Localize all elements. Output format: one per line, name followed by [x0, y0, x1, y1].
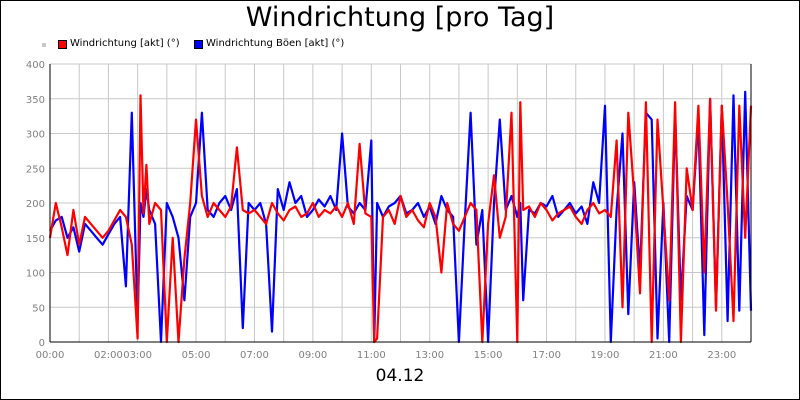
y-tick-label: 300 [26, 130, 45, 141]
y-tick-label: 100 [26, 269, 45, 280]
x-tick-label: 23:00 [707, 350, 736, 361]
legend-label: Windrichtung Böen [akt] (°) [206, 38, 345, 49]
x-tick-label: 17:00 [532, 350, 561, 361]
series-line-boeen [49, 90, 753, 344]
x-tick-label: 09:00 [298, 350, 327, 361]
x-axis-caption: 04.12 [375, 366, 425, 386]
y-tick-label: 150 [26, 234, 45, 245]
y-tick-label: 250 [26, 164, 45, 175]
series-line-windrichtung [48, 94, 753, 344]
legend-label: Windrichtung [akt] (°) [70, 38, 180, 49]
x-tick-label: 21:00 [649, 350, 678, 361]
x-tick-label: 03:00 [123, 350, 152, 361]
chart-title: Windrichtung [pro Tag] [245, 2, 555, 33]
x-tick-label: 07:00 [240, 350, 269, 361]
legend-marker-icon [42, 43, 46, 47]
y-tick-label: 0 [39, 338, 45, 349]
y-tick-label: 200 [26, 199, 45, 210]
legend-swatch-red [58, 40, 67, 49]
x-tick-label: 05:00 [182, 350, 211, 361]
y-tick-label: 400 [26, 60, 45, 71]
x-tick-label: 15:00 [474, 350, 503, 361]
y-tick-label: 350 [26, 95, 45, 106]
y-tick-label: 50 [32, 303, 45, 314]
x-tick-label: 02:00 [94, 350, 123, 361]
legend-swatch-blue [194, 40, 203, 49]
x-tick-label: 00:00 [36, 350, 65, 361]
x-tick-label: 11:00 [357, 350, 386, 361]
x-tick-label: 13:00 [415, 350, 444, 361]
x-tick-label: 19:00 [591, 350, 620, 361]
